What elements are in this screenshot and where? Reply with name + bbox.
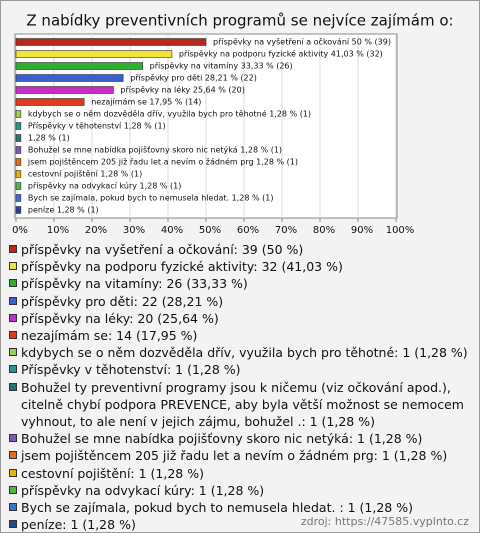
legend-item: Bohužel se mne nabídka pojišťovny skoro …: [9, 430, 471, 447]
legend: příspěvky na vyšetření a očkování: 39 (5…: [9, 241, 471, 533]
bar: [15, 158, 22, 166]
legend-label: příspěvky na podporu fyzické aktivity: 3…: [21, 259, 343, 275]
x-tick-label: 60%: [237, 225, 259, 236]
chart: Z nabídky preventivních programů se nejv…: [12, 12, 454, 237]
bar-label: Bych se zajímala, pokud bych to nemusela…: [28, 194, 274, 203]
bar: [15, 38, 207, 46]
bar: [15, 122, 22, 130]
bar: [15, 86, 114, 94]
legend-swatch: [9, 468, 17, 477]
legend-item: Bohužel ty preventivní programy jsou k n…: [9, 379, 471, 431]
legend-label: kdybych se o něm dozvěděla dřív, využila…: [21, 345, 468, 361]
legend-item: příspěvky na vitamíny: 26 (33,33 %): [9, 275, 471, 292]
legend-label: příspěvky pro děti: 22 (28,21 %): [21, 293, 224, 309]
bar-label: jsem pojištěncem 205 již řadu let a neví…: [27, 157, 298, 167]
legend-item: peníze: 1 (1,28 %): [9, 516, 471, 533]
legend-swatch: [9, 313, 17, 322]
legend-item: Bych se zajímala, pokud bych to nemusela…: [9, 499, 471, 516]
x-tick-label: 50%: [199, 225, 221, 236]
bar-label: cestovní pojištění 1,28 % (1): [28, 169, 142, 179]
legend-item: příspěvky na vyšetření a očkování: 39 (5…: [9, 241, 471, 258]
legend-label: peníze: 1 (1,28 %): [21, 517, 136, 533]
bar-label: kdybych se o něm dozvěděla dřív, využila…: [28, 109, 311, 119]
x-tick-label: 0%: [12, 225, 28, 236]
legend-swatch: [9, 520, 17, 529]
legend-item: cestovní pojištění: 1 (1,28 %): [9, 465, 471, 482]
x-tick-label: 10%: [47, 225, 69, 236]
legend-item: nezajímám se: 14 (17,95 %): [9, 327, 471, 344]
legend-label: příspěvky na odvykací kúry: 1 (1,28 %): [21, 482, 265, 498]
x-tick-label: 70%: [275, 225, 297, 236]
bar-label: příspěvky na odvykací kúry 1,28 % (1): [28, 182, 182, 191]
legend-swatch: [9, 451, 17, 460]
bar: [15, 194, 22, 202]
bar-label: příspěvky na podporu fyzické aktivity 41…: [179, 49, 383, 59]
legend-label: příspěvky na léky: 20 (25,64 %): [21, 310, 219, 326]
legend-label: cestovní pojištění: 1 (1,28 %): [21, 465, 204, 481]
bar: [15, 206, 22, 214]
legend-item: Příspěvky v těhotenství: 1 (1,28 %): [9, 361, 471, 378]
bar-label: Příspěvky v těhotenství 1,28 % (1): [28, 122, 166, 131]
x-tick-label: 80%: [313, 225, 335, 236]
bar-label: příspěvky na vitamíny 33,33 % (26): [150, 62, 293, 71]
x-tick-label: 20%: [85, 225, 107, 236]
legend-label: jsem pojištěncem 205 již řadu let a neví…: [21, 448, 448, 464]
legend-label: Příspěvky v těhotenství: 1 (1,28 %): [21, 362, 241, 378]
legend-swatch: [9, 365, 17, 374]
bar-label: nezajímám se 17,95 % (14): [91, 98, 201, 107]
legend-swatch: [9, 279, 17, 288]
bar-label: peníze 1,28 % (1): [28, 206, 99, 215]
legend-label: Bohužel ty preventivní programy jsou k n…: [21, 379, 464, 430]
x-tick-label: 40%: [161, 225, 183, 236]
legend-item: kdybych se o něm dozvěděla dřív, využila…: [9, 344, 471, 361]
bar: [15, 146, 22, 154]
source: zdroj: https://47585.vyplnto.cz: [300, 515, 469, 528]
bar: [15, 170, 22, 178]
bar-label: 1,28 % (1): [28, 134, 70, 143]
legend-swatch: [9, 485, 17, 494]
bar-label: příspěvky pro děti 28,21 % (22): [130, 74, 257, 83]
legend-label: Bohužel se mne nabídka pojišťovny skoro …: [21, 431, 423, 447]
bar-label: příspěvky na vyšetření a očkování 50 % (…: [213, 37, 391, 47]
bar: [15, 134, 22, 142]
chart-title: Z nabídky preventivních programů se nejv…: [26, 12, 453, 30]
legend-swatch: [9, 331, 17, 340]
x-tick-label: 100%: [386, 225, 415, 236]
x-tick-label: 90%: [351, 225, 373, 236]
bar: [15, 98, 85, 106]
legend-item: jsem pojištěncem 205 již řadu let a neví…: [9, 447, 471, 464]
bar-label: příspěvky na léky 25,64 % (20): [120, 85, 244, 95]
legend-swatch: [9, 503, 17, 512]
legend-label: nezajímám se: 14 (17,95 %): [21, 328, 198, 344]
x-tick-label: 30%: [123, 225, 145, 236]
bar: [15, 110, 22, 118]
legend-swatch: [9, 382, 17, 391]
legend-label: příspěvky na vyšetření a očkování: 39 (5…: [21, 242, 304, 257]
legend-swatch: [9, 434, 17, 443]
legend-swatch: [9, 296, 17, 305]
legend-swatch: [9, 245, 17, 253]
legend-item: příspěvky pro děti: 22 (28,21 %): [9, 293, 471, 310]
bar: [15, 74, 124, 82]
bar: [15, 50, 173, 58]
legend-label: Bych se zajímala, pokud bych to nemusela…: [21, 500, 413, 516]
bar: [15, 182, 22, 190]
legend-swatch: [9, 348, 17, 357]
legend-swatch: [9, 262, 17, 271]
legend-label: příspěvky na vitamíny: 26 (33,33 %): [21, 276, 248, 292]
legend-item: příspěvky na léky: 20 (25,64 %): [9, 310, 471, 327]
bar-label: Bohužel se mne nabídka pojišťovny skoro …: [28, 145, 282, 155]
legend-item: příspěvky na podporu fyzické aktivity: 3…: [9, 258, 471, 275]
bar: [15, 62, 143, 70]
legend-item: příspěvky na odvykací kúry: 1 (1,28 %): [9, 482, 471, 499]
